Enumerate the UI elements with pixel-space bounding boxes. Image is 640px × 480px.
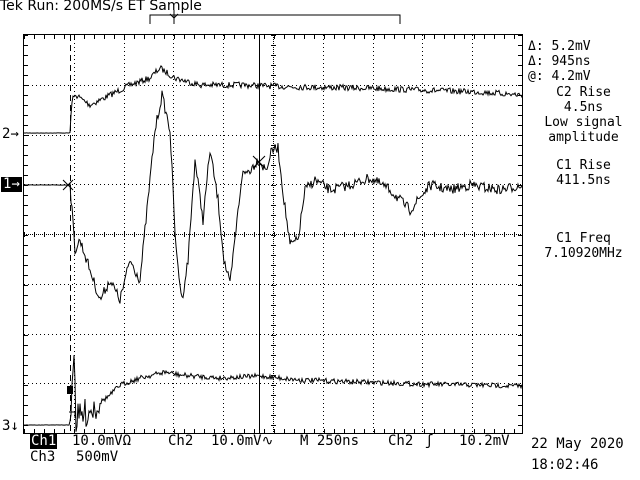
measurement-1-value: 4.5ns: [563, 100, 604, 115]
ch2-label[interactable]: Ch2: [168, 433, 194, 449]
channel-3-trace: [23, 355, 523, 432]
ch3-marker-box: [67, 386, 73, 394]
measurement-3-value: 7.10920MHz: [544, 246, 623, 261]
delta-time-readout: Δ: 945ns: [528, 54, 591, 69]
timebase-readout: M 250ns: [300, 433, 360, 449]
trigger-slope-icon: ʃ: [425, 433, 434, 449]
channel-1-marker[interactable]: 1→: [1, 176, 22, 192]
ch1-label[interactable]: Ch1: [30, 433, 58, 449]
date-readout: 22 May 2020: [531, 436, 624, 452]
channel-3-marker[interactable]: 3↓: [2, 418, 19, 434]
channel-2-trace: [23, 65, 523, 134]
time-readout: 18:02:46: [531, 457, 599, 473]
cursor-x-marks: [62, 155, 266, 191]
measurement-2-value: 411.5ns: [556, 173, 611, 188]
delta-voltage-readout: Δ: 5.2mV: [528, 39, 591, 54]
ch2-scale: 10.0mV∿: [211, 433, 274, 449]
measurement-2-name: C1 Rise: [556, 158, 611, 173]
ch1-scale: 10.0mVΩ: [72, 433, 132, 449]
channel-1-trace: [23, 90, 523, 304]
ch3-label[interactable]: Ch3: [30, 449, 56, 465]
channel-2-marker[interactable]: 2→: [2, 126, 19, 142]
trigger-position-bracket: [149, 10, 401, 24]
measurement-1-name: C2 Rise: [556, 85, 611, 100]
ch3-marker-tick: [69, 411, 76, 418]
measurement-3-name: C1 Freq: [556, 231, 611, 246]
ch3-scale: 500mV: [76, 449, 119, 465]
acquisition-status: Tek Run: 200MS/s ET Sample: [0, 0, 202, 14]
trigger-level: 10.2mV: [459, 433, 510, 449]
measurement-1-note-1: Low signal: [544, 115, 623, 130]
graticule-grid: [24, 35, 522, 433]
measurement-1-note-2: amplitude: [548, 130, 619, 145]
trigger-channel: Ch2: [388, 433, 414, 449]
cursor-voltage-readout: @: 4.2mV: [528, 69, 591, 84]
graticule-frame: [23, 34, 523, 434]
